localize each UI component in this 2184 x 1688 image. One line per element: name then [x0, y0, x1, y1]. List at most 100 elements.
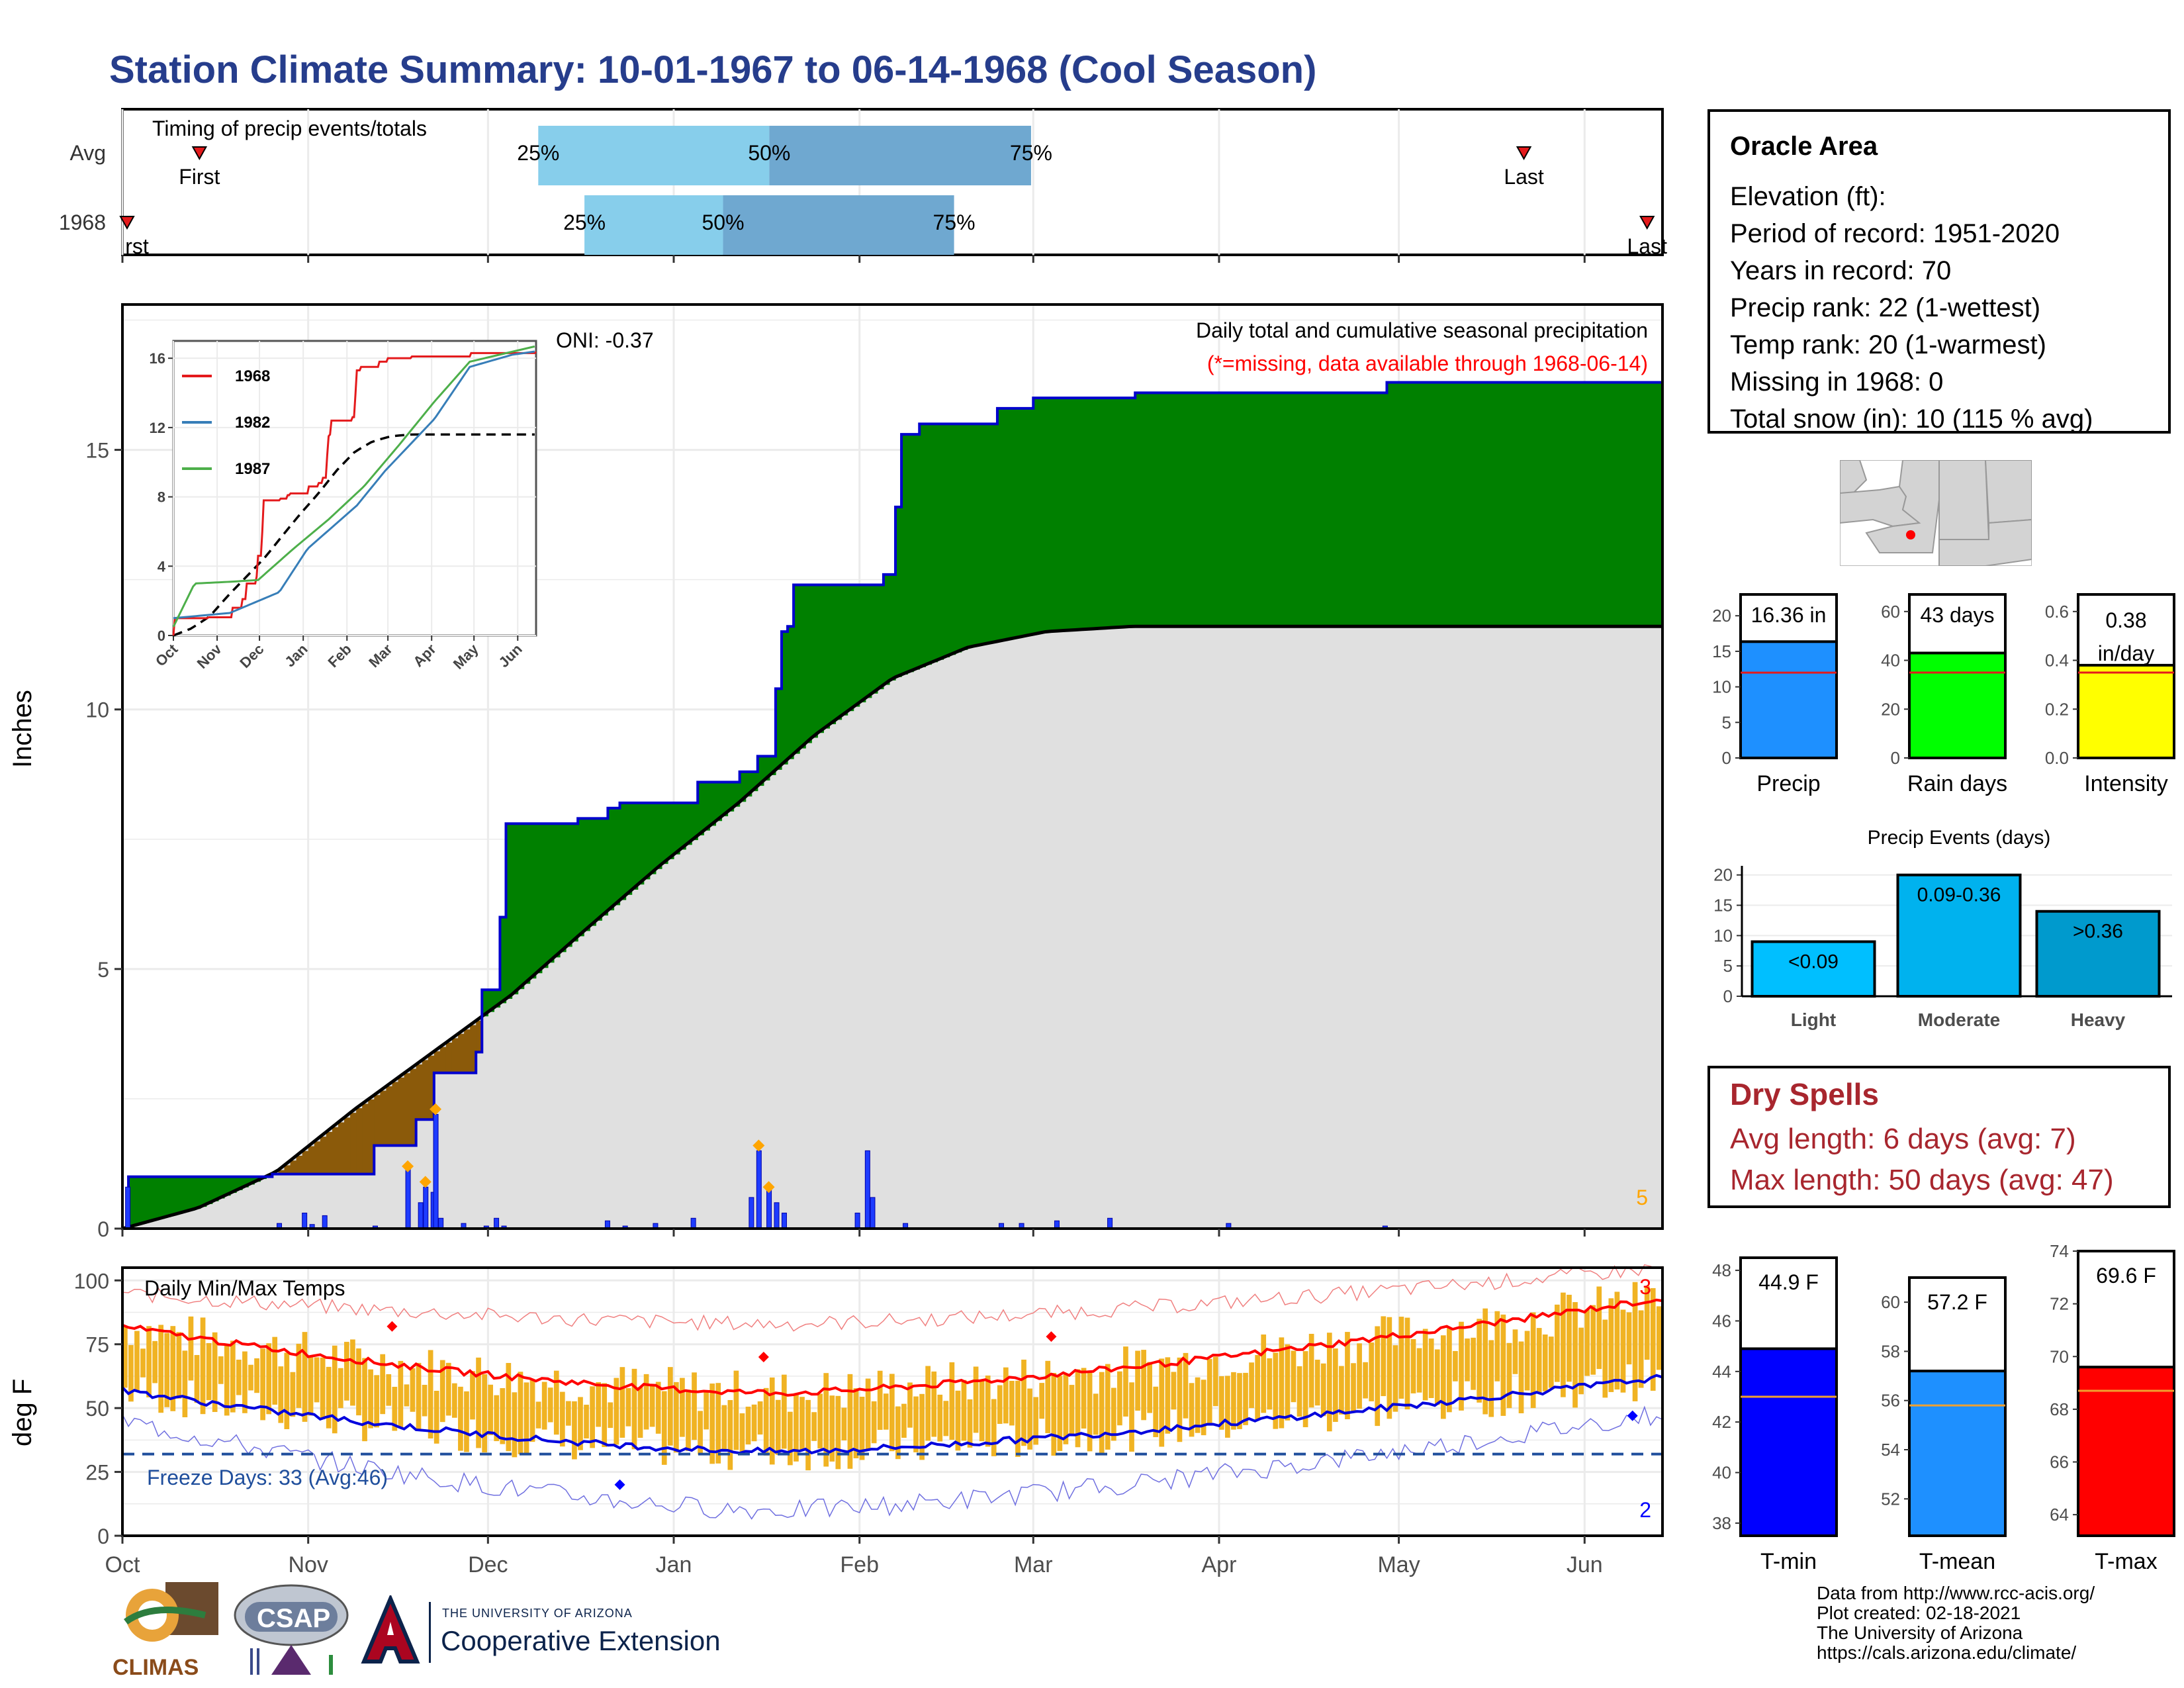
temp-y-tick-label: 50 [85, 1397, 109, 1421]
daily-temp-bar [1129, 1382, 1134, 1452]
daily-temp-bar [1326, 1333, 1332, 1432]
daily-temp-bar [535, 1401, 541, 1429]
record-low-marker [1627, 1410, 1638, 1421]
events-bar [1751, 940, 1876, 998]
departure-bar [1111, 398, 1118, 628]
departure-bar [739, 771, 747, 802]
departure-bar [1512, 382, 1520, 627]
daily-temp-bar [655, 1382, 661, 1434]
daily-temp-bar [1656, 1306, 1662, 1370]
departure-bar [835, 585, 842, 720]
snow-marker [752, 1139, 765, 1152]
daily-temp-bar [841, 1407, 847, 1441]
dry-spells-title: Dry Spells [1730, 1077, 1879, 1111]
departure-bar [278, 1170, 285, 1174]
departure-bar [596, 818, 602, 921]
station-name: Oracle Area [1730, 132, 1878, 161]
departure-bar [1255, 393, 1261, 627]
daily-temp-bar [1147, 1362, 1153, 1413]
missing-note: (*=missing, data available through 1968-… [1207, 352, 1648, 375]
departure-bar [158, 1176, 165, 1219]
daily-temp-bar [1555, 1304, 1560, 1382]
departure-bar [410, 1068, 417, 1146]
departure-bar [236, 1176, 243, 1190]
precip-y-axis-title: Inches [8, 690, 37, 768]
departure-bar [1518, 382, 1525, 627]
inset-legend-label: 1982 [235, 414, 270, 432]
departure-bar [751, 771, 758, 792]
daily-temp-bar [1117, 1371, 1122, 1426]
departure-bar [344, 1117, 351, 1174]
daily-temp-bar [704, 1392, 709, 1430]
departure-bar [398, 1077, 405, 1146]
ua-small-text: THE UNIVERSITY OF ARIZONA [442, 1607, 633, 1620]
departure-bar [338, 1122, 345, 1174]
summary-value: 0.38 [2105, 608, 2146, 632]
summary-label: Rain days [1907, 771, 2007, 796]
daily-temp-bar [1465, 1338, 1470, 1382]
daily-temp-bar [1494, 1311, 1500, 1382]
daily-temp-bar [584, 1405, 589, 1439]
timing-p50: 50% [748, 141, 790, 165]
departure-bar [584, 818, 590, 931]
daily-temp-bar [788, 1411, 793, 1466]
departure-bar [985, 424, 992, 644]
daily-temp-bar [1428, 1338, 1434, 1399]
daily-temp-bar [1339, 1366, 1344, 1415]
daily-temp-bar [1027, 1388, 1032, 1450]
departure-bar [649, 802, 657, 874]
daily-temp-bar [1506, 1342, 1512, 1409]
departure-bar [1231, 393, 1238, 627]
daily-temp-bar [553, 1370, 559, 1435]
departure-bar [614, 808, 621, 906]
record-low-line [122, 1405, 1663, 1520]
departure-bar [1596, 382, 1604, 627]
departure-bar [1465, 382, 1471, 627]
daily-temp-bar [997, 1385, 1003, 1425]
departure-bar [529, 823, 537, 979]
summary-tick-label: 20 [1712, 606, 1731, 626]
month-tick-label: Jan [656, 1552, 692, 1577]
daily-temp-bar [817, 1393, 823, 1449]
cumulative-average-line [122, 624, 1662, 1231]
inset-line-1982 [173, 350, 535, 620]
departure-bar [925, 424, 932, 665]
daily-temp-bar [236, 1360, 242, 1395]
daily-temp-bar [979, 1380, 985, 1442]
departure-bar [170, 1176, 177, 1216]
departure-bar [1069, 398, 1076, 631]
events-tick-label: 15 [1713, 896, 1733, 915]
precip-y-tick-label: 10 [85, 698, 109, 722]
departure-bar [1117, 398, 1124, 628]
departure-bar [698, 782, 704, 835]
daily-temp-bar [1291, 1350, 1297, 1403]
daily-temp-bar [895, 1406, 901, 1460]
departure-bar [146, 1176, 153, 1223]
temp-summary-tick-label: 56 [1881, 1391, 1900, 1411]
daily-temp-bar [512, 1392, 518, 1458]
credit-line: Data from http://www.rcc-acis.org/ [1817, 1583, 2095, 1603]
daily-temp-bar [1375, 1326, 1381, 1427]
climas-wordmark: CLIMAS [113, 1655, 199, 1680]
daily-temp-bar [1530, 1312, 1536, 1409]
ua-logo [361, 1595, 420, 1664]
departure-bar [1171, 393, 1178, 627]
temp-summary-tick-label: 46 [1712, 1311, 1731, 1331]
temp-summary-tick-label: 68 [2050, 1399, 2069, 1419]
daily-precip-bar [423, 1186, 429, 1229]
departure-bar [1398, 382, 1406, 627]
departure-bar [991, 424, 998, 643]
daily-temp-bar [1387, 1317, 1392, 1419]
timing-label: Timing of precip events/totals [152, 117, 427, 140]
departure-bar [1488, 382, 1496, 627]
daily-temp-bar [1273, 1352, 1279, 1429]
climas-logo: CLIMAS [113, 1582, 218, 1680]
daily-precip-bar [854, 1212, 860, 1229]
events-title: Precip Events (days) [1868, 827, 2051, 849]
departure-bar [1567, 382, 1573, 627]
departure-bar [955, 424, 962, 653]
departure-bar [1033, 398, 1040, 635]
daily-temp-bar [284, 1352, 290, 1430]
daily-temp-bar [1009, 1381, 1015, 1426]
daily-temp-bar [200, 1317, 206, 1415]
